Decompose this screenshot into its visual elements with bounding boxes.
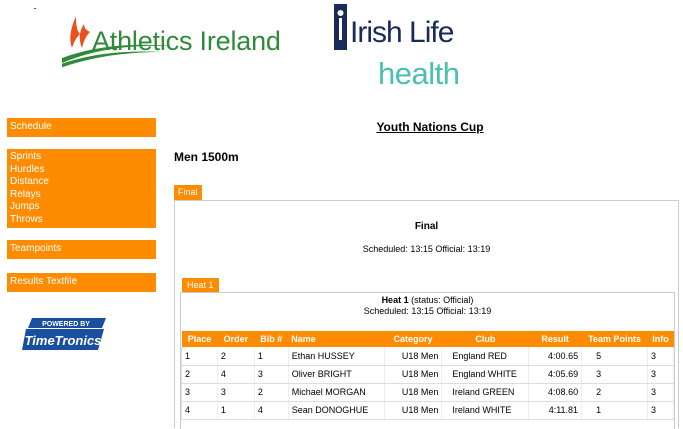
irish-life-icon: [334, 4, 347, 50]
cell-name: Sean DONOGHUE: [288, 401, 385, 420]
col-place: Place: [181, 331, 218, 347]
competition-title: Youth Nations Cup: [376, 120, 484, 134]
results-header-row: Place Order Bib # Name Category Club Res…: [181, 331, 674, 347]
sidebar-item-results-textfile[interactable]: Results Textfile: [10, 276, 78, 287]
cell-bib: 2: [254, 383, 289, 402]
sidebar-schedule-block: Schedule: [7, 118, 156, 137]
col-bib: Bib #: [254, 331, 289, 347]
col-category: Category: [384, 331, 442, 347]
cell-club: Ireland WHITE: [441, 401, 530, 420]
cell-info: 3: [647, 383, 675, 402]
heat-status: (status: Official): [408, 295, 474, 305]
timetronics-logo[interactable]: POWERED BY TimeTronics: [22, 318, 106, 352]
cell-category: U18 Men: [384, 365, 443, 384]
cell-bib: 3: [254, 365, 289, 384]
athletics-ireland-swoosh-icon: [62, 16, 172, 68]
sidebar-item-jumps[interactable]: Jumps: [10, 201, 40, 212]
cell-team-points: 2: [581, 383, 648, 402]
col-info: Info: [647, 331, 674, 347]
cell-info: 3: [647, 401, 675, 420]
cell-bib: 4: [254, 401, 289, 420]
table-row: 2 4 3 Oliver BRIGHT U18 Men England WHIT…: [181, 365, 675, 384]
athletics-ireland-logo: Athletics Ireland: [92, 26, 281, 56]
timetronics-brand-text: TimeTronics: [25, 333, 102, 348]
table-row: 3 3 2 Michael MORGAN U18 Men Ireland GRE…: [181, 383, 675, 402]
cell-name: Ethan HUSSEY: [288, 347, 385, 366]
cell-place: 4: [181, 401, 218, 420]
tab-final[interactable]: Final: [174, 185, 202, 200]
heat-title: Heat 1: [381, 295, 409, 305]
col-team-points: Team Points: [581, 331, 648, 347]
sidebar-item-hurdles[interactable]: Hurdles: [10, 163, 45, 175]
decorative-dot: [34, 8, 36, 9]
cell-order: 3: [217, 383, 255, 402]
heat-title-line: Heat 1 (status: Official): [180, 295, 675, 305]
sidebar-results-block: Results Textfile: [7, 273, 156, 292]
powered-by-text: POWERED BY: [42, 321, 90, 328]
cell-name: Michael MORGAN: [288, 383, 385, 402]
heat-schedule: Scheduled: 13:15 Official: 13:19: [363, 306, 492, 316]
cell-place: 2: [181, 365, 218, 384]
sidebar-item-throws[interactable]: Throws: [10, 213, 43, 225]
cell-bib: 1: [254, 347, 289, 366]
irish-life-health-logo: health: [378, 56, 460, 91]
cell-club: England RED: [441, 347, 530, 366]
sidebar-item-distance[interactable]: Distance: [10, 176, 49, 187]
sidebar-item-sprints[interactable]: Sprints: [10, 151, 42, 162]
cell-order: 2: [217, 347, 255, 366]
cell-team-points: 3: [581, 365, 648, 384]
col-club: Club: [441, 331, 529, 347]
event-title: Men 1500m: [174, 150, 239, 164]
heat-panel: [180, 292, 675, 429]
cell-name: Oliver BRIGHT: [288, 365, 385, 384]
cell-result: 4:11.81: [528, 401, 583, 420]
cell-order: 4: [217, 365, 255, 384]
final-panel: [174, 200, 679, 428]
cell-info: 3: [647, 347, 675, 366]
round-title: Final: [414, 221, 439, 232]
table-row: 4 1 4 Sean DONOGHUE U18 Men Ireland WHIT…: [181, 401, 675, 420]
cell-place: 1: [181, 347, 218, 366]
irish-life-logo: Irish Life: [350, 16, 454, 49]
col-result: Result: [528, 331, 582, 347]
cell-category: U18 Men: [384, 347, 443, 366]
col-order: Order: [217, 331, 255, 347]
cell-team-points: 5: [581, 347, 648, 366]
cell-club: England WHITE: [441, 365, 530, 384]
sidebar-events-block: Sprints Hurdles Distance Relays Jumps Th…: [7, 149, 156, 228]
cell-club: Ireland GREEN: [441, 383, 530, 402]
cell-result: 4:00.65: [528, 347, 583, 366]
sidebar-item-relays[interactable]: Relays: [10, 188, 41, 200]
cell-result: 4:08.60: [528, 383, 583, 402]
cell-category: U18 Men: [384, 401, 443, 420]
cell-result: 4:05.69: [528, 365, 583, 384]
sidebar-item-schedule[interactable]: Schedule: [10, 121, 52, 132]
sidebar-item-teampoints[interactable]: Teampoints: [10, 243, 62, 254]
cell-order: 1: [217, 401, 255, 420]
sidebar-teampoints-block: Teampoints: [7, 240, 156, 259]
cell-category: U18 Men: [384, 383, 443, 402]
col-name: Name: [288, 331, 385, 347]
cell-place: 3: [181, 383, 218, 402]
cell-team-points: 1: [581, 401, 648, 420]
cell-info: 3: [647, 365, 675, 384]
table-row: 1 2 1 Ethan HUSSEY U18 Men England RED 4…: [181, 347, 675, 366]
tab-heat-1[interactable]: Heat 1: [182, 278, 219, 293]
round-schedule: Scheduled: 13:15 Official: 13:19: [362, 244, 491, 254]
results-table: Place Order Bib # Name Category Club Res…: [181, 331, 675, 420]
